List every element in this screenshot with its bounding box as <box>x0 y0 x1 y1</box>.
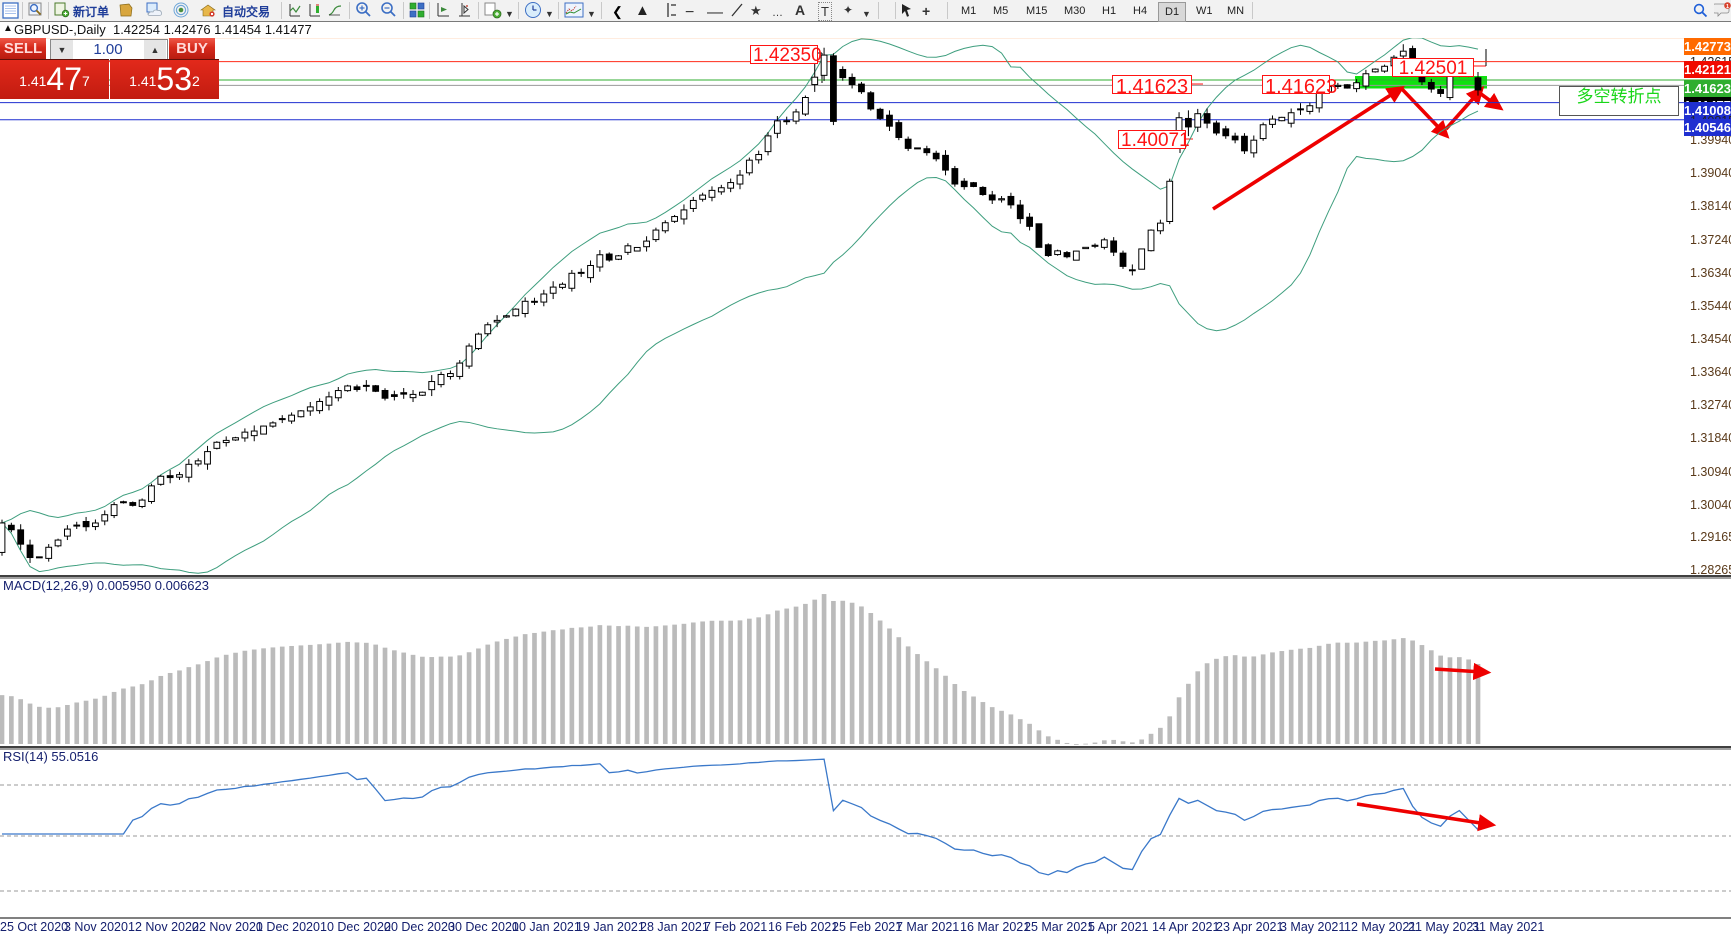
svg-text:1: 1 <box>1726 4 1729 10</box>
